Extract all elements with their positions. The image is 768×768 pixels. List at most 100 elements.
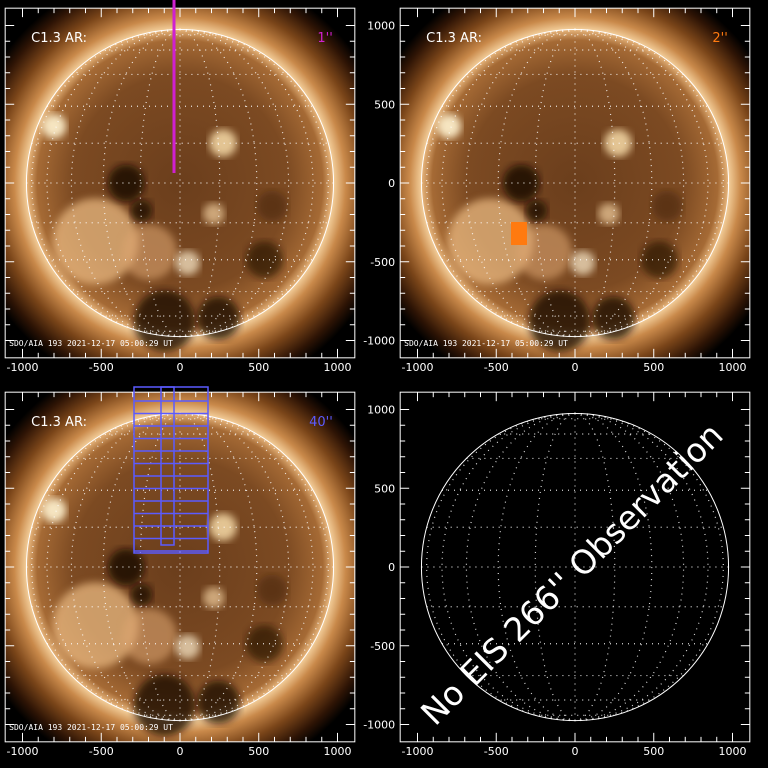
solar-feature [502,164,540,202]
x-tick-label: 1000 [324,361,352,374]
x-tick-label: 1000 [719,361,747,374]
x-tick-label: 0 [572,745,579,758]
x-tick-label: 1000 [324,745,352,758]
x-tick-label: 0 [177,745,184,758]
ticks [400,8,750,358]
y-tick-label: 1000 [367,20,395,33]
longitude-line [426,412,576,722]
eis-2arcsec-slit [511,222,527,245]
instrument-timestamp: SDO/AIA 193 2021-12-17 05:00:29 UT [9,723,173,732]
panel-title: C1.3 AR: [31,415,87,430]
longitude-line [31,28,181,338]
heliographic-grid [26,412,334,722]
slit-size-label: 1'' [317,31,332,46]
y-tick-label: 500 [374,482,395,495]
y-tick-label: 500 [374,98,395,111]
panel-title: C1.3 AR: [426,31,482,46]
x-tick-label: -500 [89,361,114,374]
longitude-line [466,28,576,338]
x-tick-label: 500 [643,361,664,374]
plot-area [400,392,750,742]
x-tick-label: 500 [643,745,664,758]
longitude-line [574,412,684,722]
longitude-line [574,28,724,338]
ticks [400,392,750,742]
instrument-timestamp: SDO/AIA 193 2021-12-17 05:00:29 UT [9,339,173,348]
panel-title: C1.3 AR: [31,31,87,46]
solar-feature [256,190,288,222]
solar-feature [130,583,153,606]
ticks [5,8,355,358]
solar-feature [121,224,177,280]
solar-feature [130,199,153,222]
x-tick-label: 500 [248,745,269,758]
longitude-line [31,412,181,722]
x-tick-label: -1000 [7,745,39,758]
solar-feature [203,202,225,225]
raster-inner-box [160,386,175,546]
slit-size-label: 2'' [712,31,727,46]
solar-feature [516,224,572,280]
solar-feature [641,241,678,279]
longitude-line [574,28,684,338]
longitude-line [179,28,289,338]
y-tick-label: 0 [388,177,395,190]
x-tick-label: 500 [248,361,269,374]
longitude-line [426,28,576,338]
solar-feature [525,199,548,222]
solar-feature [107,164,145,202]
x-tick-label: -1000 [402,745,434,758]
solar-feature [175,250,200,276]
solar-feature [598,202,620,225]
x-tick-label: 1000 [719,745,747,758]
solar-feature [447,198,534,285]
slit-size-label: 40'' [309,415,333,430]
solar-feature [41,497,67,523]
solar-feature [651,190,683,222]
x-tick-label: 0 [177,361,184,374]
y-tick-label: 1000 [367,404,395,417]
longitude-line [466,412,576,722]
solar-disk [26,29,334,337]
solar-feature [52,582,139,669]
y-tick-label: 0 [388,561,395,574]
solar-disk [26,413,334,721]
panel-p2: -1000 -500 0 500 1000 1000 500 0 -500 -1000 C1.3 A… [363,7,751,374]
x-tick-label: -1000 [7,361,39,374]
solar-feature [246,625,283,663]
x-tick-label: -500 [89,745,114,758]
aia-193-image [5,8,355,358]
eis-40arcsec-raster [133,386,209,554]
solar-feature [107,548,145,586]
solar-feature [52,198,139,285]
solar-limb [25,28,335,338]
solar-limb [420,28,730,338]
y-tick-label: -1000 [363,719,395,732]
solar-feature [41,113,67,139]
heliographic-grid [26,28,334,338]
x-tick-label: -500 [484,361,509,374]
x-tick-label: -500 [484,745,509,758]
longitude-line [179,412,289,722]
solar-feature [203,586,225,609]
solar-feature [436,113,462,139]
aia-193-image [400,8,750,358]
y-tick-label: -1000 [363,335,395,348]
longitude-line [179,28,329,338]
y-tick-label: -500 [370,256,395,269]
solar-feature [175,634,200,660]
solar-limb [420,412,730,722]
heliographic-grid [421,412,729,722]
longitude-line [179,412,329,722]
longitude-line [574,412,724,722]
solar-disk [421,29,729,337]
solar-feature [209,129,237,157]
solar-feature [246,241,283,279]
x-tick-label: 0 [572,361,579,374]
longitude-line [71,28,181,338]
solar-feature [121,608,177,664]
